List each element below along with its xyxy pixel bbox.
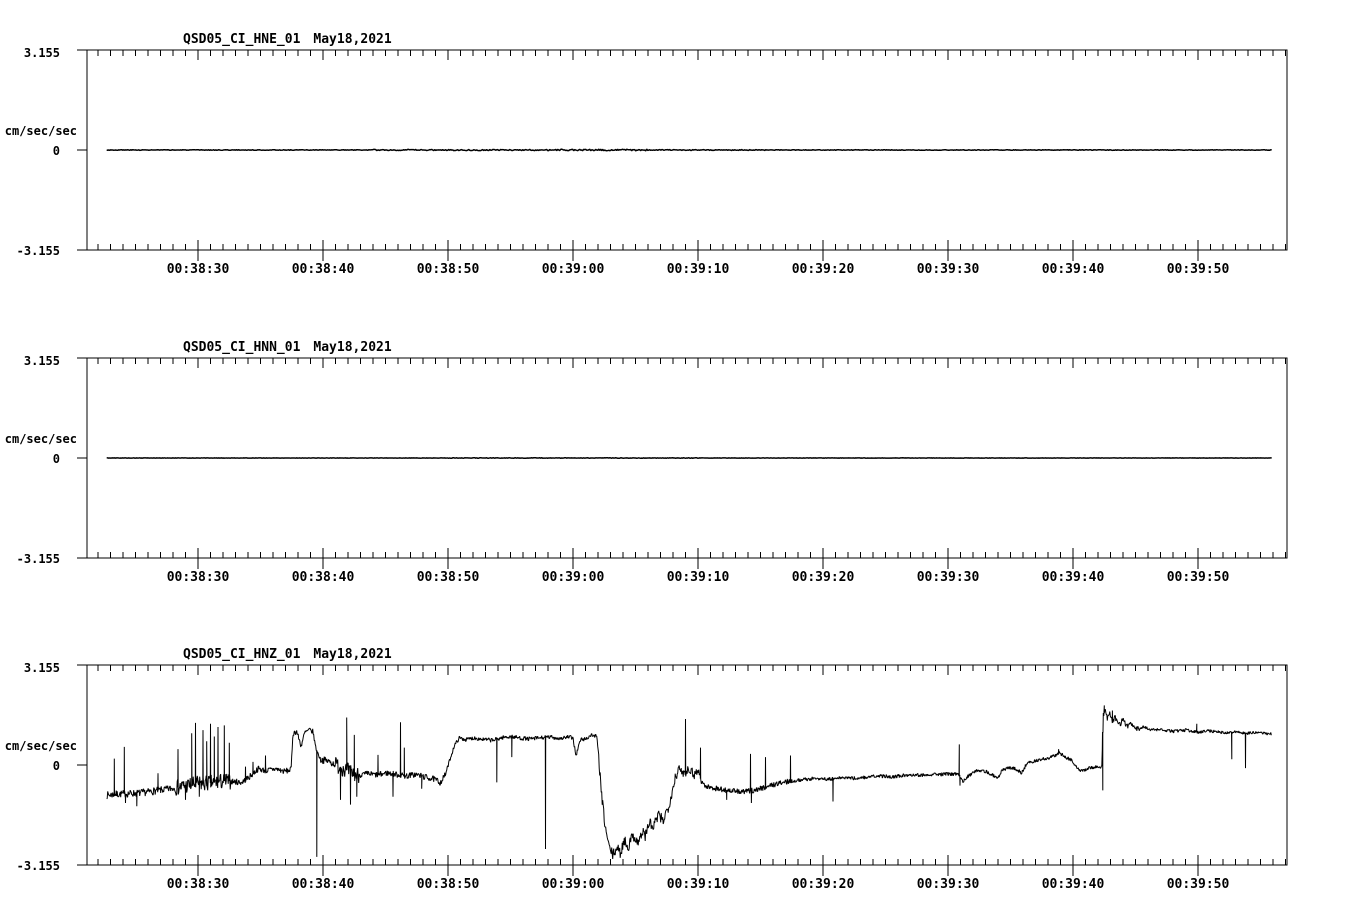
x-tick-label: 00:38:40 bbox=[291, 877, 355, 892]
seismogram-plot-hnn bbox=[77, 357, 1288, 569]
trace-path bbox=[106, 456, 1272, 460]
seismogram-plot-hnz bbox=[77, 664, 1288, 876]
x-tick-label: 00:39:00 bbox=[541, 262, 605, 277]
panel-title-hne: QSD05_CI_HNE_01 May18,2021 bbox=[183, 33, 392, 47]
x-tick-label: 00:39:20 bbox=[791, 262, 855, 277]
x-tick-label: 00:39:10 bbox=[666, 877, 730, 892]
y-unit-label: cm/sec/sec bbox=[4, 739, 77, 753]
x-tick-label: 00:38:30 bbox=[166, 262, 230, 277]
axis-ticks bbox=[77, 49, 1286, 261]
date-label: May18,2021 bbox=[313, 340, 392, 355]
y-min-label: -3.155 bbox=[16, 552, 60, 566]
date-label: May18,2021 bbox=[313, 647, 392, 662]
x-tick-label: 00:38:50 bbox=[416, 262, 480, 277]
y-max-label: 3.155 bbox=[23, 661, 60, 675]
y-min-label: -3.155 bbox=[16, 859, 60, 873]
x-tick-label: 00:39:20 bbox=[791, 877, 855, 892]
y-min-label: -3.155 bbox=[16, 244, 60, 258]
x-tick-label: 00:39:50 bbox=[1166, 262, 1230, 277]
x-tick-label: 00:38:50 bbox=[416, 570, 480, 585]
axis-ticks bbox=[77, 357, 1286, 569]
panel-title-hnn: QSD05_CI_HNN_01 May18,2021 bbox=[183, 341, 392, 355]
x-tick-label: 00:39:00 bbox=[541, 877, 605, 892]
seismogram-plot-hne bbox=[77, 49, 1288, 261]
trace-path bbox=[106, 148, 1272, 152]
x-tick-label: 00:39:10 bbox=[666, 570, 730, 585]
date-label: May18,2021 bbox=[313, 32, 392, 47]
y-zero-label: 0 bbox=[52, 759, 60, 773]
station-label: QSD05_CI_HNN_01 bbox=[183, 340, 301, 355]
x-tick-label: 00:38:40 bbox=[291, 262, 355, 277]
x-tick-label: 00:39:10 bbox=[666, 262, 730, 277]
x-axis-labels-hnn: 00:38:30 00:38:40 00:38:50 00:39:00 00:39:10… bbox=[75, 571, 1293, 587]
x-tick-label: 00:39:40 bbox=[1041, 262, 1105, 277]
x-tick-label: 00:38:50 bbox=[416, 877, 480, 892]
x-tick-label: 00:38:30 bbox=[166, 570, 230, 585]
x-tick-label: 00:39:30 bbox=[916, 262, 980, 277]
y-max-label: 3.155 bbox=[23, 46, 60, 60]
y-unit-label: cm/sec/sec bbox=[4, 124, 77, 138]
y-zero-label: 0 bbox=[52, 452, 60, 466]
y-max-label: 3.155 bbox=[23, 354, 60, 368]
y-unit-label: cm/sec/sec bbox=[4, 432, 77, 446]
y-zero-label: 0 bbox=[52, 144, 60, 158]
trace-path bbox=[106, 705, 1272, 859]
station-label: QSD05_CI_HNE_01 bbox=[183, 32, 301, 47]
plot-border bbox=[86, 664, 1288, 866]
x-tick-label: 00:39:40 bbox=[1041, 877, 1105, 892]
x-tick-label: 00:39:50 bbox=[1166, 877, 1230, 892]
x-tick-label: 00:39:30 bbox=[916, 570, 980, 585]
x-tick-label: 00:39:50 bbox=[1166, 570, 1230, 585]
x-tick-label: 00:38:30 bbox=[166, 877, 230, 892]
x-axis-labels-hne: 00:38:30 00:38:40 00:38:50 00:39:00 00:39:10… bbox=[75, 263, 1293, 279]
x-tick-label: 00:39:30 bbox=[916, 877, 980, 892]
x-tick-label: 00:39:40 bbox=[1041, 570, 1105, 585]
axis-ticks bbox=[77, 664, 1286, 876]
panel-title-hnz: QSD05_CI_HNZ_01 May18,2021 bbox=[183, 648, 392, 662]
x-tick-label: 00:39:00 bbox=[541, 570, 605, 585]
x-tick-label: 00:38:40 bbox=[291, 570, 355, 585]
x-axis-labels-hnz: 00:38:30 00:38:40 00:38:50 00:39:00 00:39:10… bbox=[75, 878, 1293, 894]
station-label: QSD05_CI_HNZ_01 bbox=[183, 647, 301, 662]
x-tick-label: 00:39:20 bbox=[791, 570, 855, 585]
